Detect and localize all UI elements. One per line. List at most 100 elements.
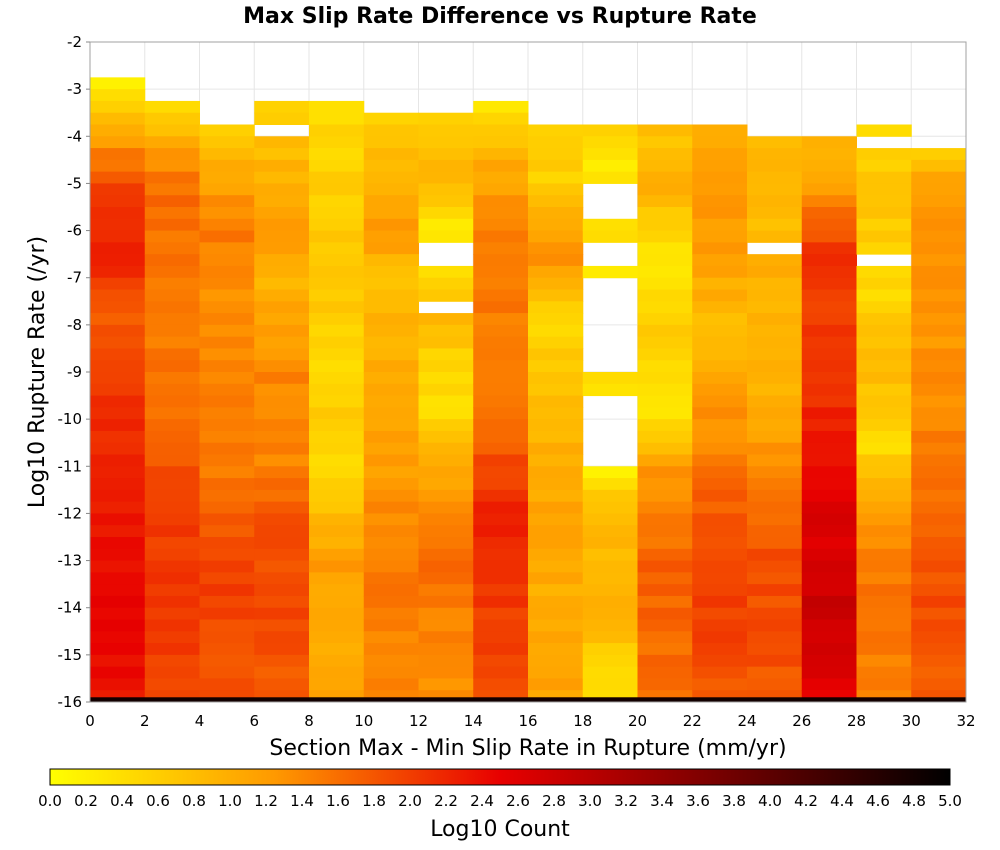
heatmap-cell [801, 654, 857, 668]
heatmap-cell [254, 100, 310, 114]
heatmap-cell [528, 265, 584, 279]
heatmap-cell [473, 619, 529, 632]
heatmap-cell [911, 466, 967, 479]
heatmap-cell [254, 513, 310, 526]
heatmap-cell [856, 313, 912, 326]
heatmap-cell [528, 207, 584, 220]
heatmap-cell [747, 513, 803, 526]
x-tick-label: 10 [354, 712, 373, 730]
heatmap-cell [418, 218, 474, 232]
heatmap-cell [199, 560, 255, 573]
heatmap-cell [856, 442, 912, 455]
heatmap-cell [309, 560, 365, 573]
heatmap-cell [144, 265, 200, 279]
heatmap-cell [309, 136, 365, 149]
heatmap-cell [309, 395, 365, 408]
heatmap-cells [90, 77, 967, 703]
heatmap-cell [144, 242, 200, 255]
colorbar-tick-label: 2.8 [542, 792, 566, 810]
x-tick-labels: 0 2 4 6 8 10 12 14 16 18 20 22 24 26 28 30 32 [85, 712, 975, 730]
heatmap-cell [473, 348, 529, 361]
heatmap-cell [90, 501, 146, 514]
colorbar-tick-label: 1.0 [218, 792, 242, 810]
heatmap-cell [747, 277, 803, 290]
heatmap-cell [747, 171, 803, 184]
heatmap-cell [199, 643, 255, 656]
heatmap-cell [747, 466, 803, 479]
heatmap-cell [692, 560, 748, 573]
colorbar-tick-label: 1.8 [362, 792, 386, 810]
heatmap-cell [637, 442, 693, 455]
heatmap-cell [856, 218, 912, 232]
heatmap-cell [309, 666, 365, 679]
heatmap-cell [418, 171, 474, 184]
y-tick-label: -11 [58, 457, 83, 475]
heatmap-cell [582, 124, 638, 137]
heatmap-cell [254, 383, 310, 397]
heatmap-cell [692, 336, 748, 349]
heatmap-cell [801, 430, 857, 444]
heatmap-cell [90, 560, 146, 573]
heatmap-cell [801, 584, 857, 597]
heatmap-cell [582, 466, 638, 479]
heatmap-cell [309, 513, 365, 526]
heatmap-cell [528, 489, 584, 503]
heatmap-cell [856, 560, 912, 573]
heatmap-cell [856, 395, 912, 408]
heatmap-cell [254, 242, 310, 255]
heatmap-cell [363, 277, 419, 290]
heatmap-cell [856, 584, 912, 597]
heatmap-cell [309, 254, 365, 267]
heatmap-cell [363, 595, 419, 609]
heatmap-cell [856, 183, 912, 196]
heatmap-cell [144, 442, 200, 455]
heatmap-cell [692, 383, 748, 397]
heatmap-cell [801, 595, 857, 609]
x-tick-label: 6 [249, 712, 259, 730]
heatmap-cell [254, 324, 310, 338]
heatmap-cell [582, 560, 638, 573]
heatmap-cell [692, 619, 748, 632]
colorbar-tick-label: 0.6 [146, 792, 170, 810]
heatmap-cell [473, 230, 529, 243]
heatmap-cell [199, 678, 255, 691]
heatmap-cell [856, 171, 912, 184]
heatmap-cell [199, 148, 255, 161]
heatmap-cell [363, 289, 419, 302]
heatmap-cell [199, 254, 255, 267]
heatmap-cell [528, 348, 584, 361]
heatmap-cell [528, 195, 584, 208]
heatmap-cell [528, 324, 584, 338]
heatmap-cell [747, 183, 803, 196]
heatmap-cell [473, 171, 529, 184]
heatmap-cell [637, 301, 693, 314]
heatmap-cell [144, 548, 200, 562]
heatmap-cell [254, 489, 310, 503]
x-tick-label: 22 [683, 712, 702, 730]
heatmap-cell [692, 525, 748, 538]
heatmap-cell [144, 383, 200, 397]
heatmap-cell [473, 678, 529, 691]
heatmap-cell [528, 572, 584, 585]
heatmap-cell [418, 336, 474, 349]
heatmap-cell [254, 548, 310, 562]
heatmap-cell [473, 584, 529, 597]
heatmap-cell [856, 525, 912, 538]
heatmap-cell [254, 254, 310, 267]
heatmap-cell [692, 372, 748, 385]
heatmap-cell [801, 136, 857, 149]
heatmap-cell [692, 124, 748, 137]
heatmap-cell [199, 631, 255, 644]
heatmap-cell [856, 678, 912, 691]
heatmap-cell [911, 454, 967, 467]
heatmap-cell [528, 372, 584, 385]
heatmap-cell [637, 336, 693, 349]
heatmap-cell [309, 313, 365, 326]
heatmap-cell [801, 607, 857, 620]
y-tick-label: -12 [58, 504, 83, 522]
heatmap-cell [856, 478, 912, 491]
colorbar-tick-label: 3.2 [614, 792, 638, 810]
heatmap-cell [309, 171, 365, 184]
heatmap-cell [528, 690, 584, 698]
heatmap-cell [582, 572, 638, 585]
